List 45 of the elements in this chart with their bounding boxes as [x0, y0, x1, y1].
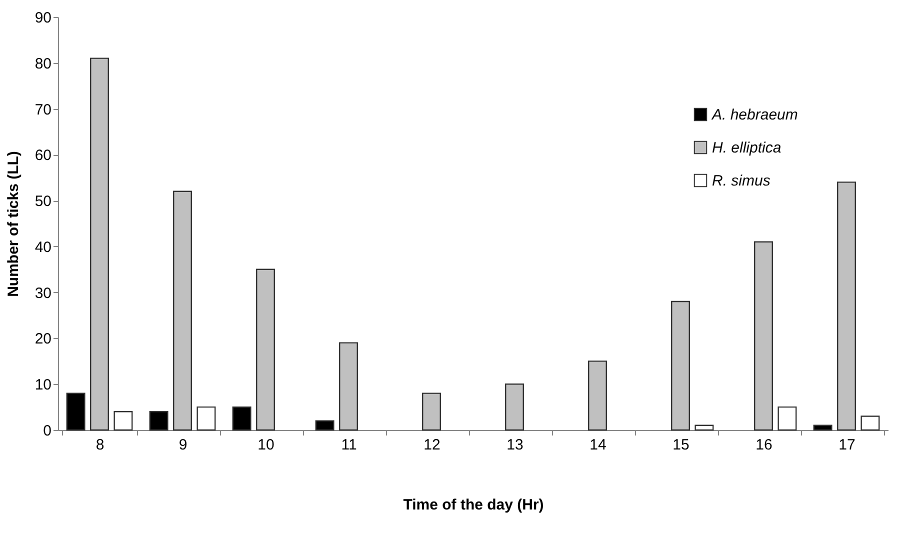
x-axis-title: Time of the day (Hr) [403, 496, 544, 514]
x-tick-label: 8 [96, 436, 104, 454]
bar [778, 406, 797, 431]
y-tick-label: 80 [34, 55, 52, 72]
legend-label: H. elliptica [712, 140, 782, 156]
y-axis-title: Number of ticks (LL) [4, 151, 22, 297]
x-tick-label: 9 [178, 436, 188, 454]
bar [860, 416, 880, 431]
x-tick-label: 14 [590, 436, 606, 454]
legend-label: A. hebraeum [711, 106, 798, 124]
y-tick-label: 10 [34, 376, 52, 394]
y-tick-label: 90 [34, 10, 52, 26]
x-tick-label: 13 [506, 436, 524, 454]
bar [694, 424, 714, 431]
bar [837, 182, 856, 431]
bar [232, 406, 252, 431]
x-tick-label: 16 [756, 436, 772, 454]
bar [754, 241, 773, 431]
bar [66, 392, 86, 431]
bar [813, 424, 832, 431]
x-tick-label: 15 [672, 436, 690, 454]
bar [422, 392, 441, 431]
bar [671, 300, 690, 431]
bar [196, 406, 216, 431]
bar [173, 190, 192, 431]
y-tick-label: 20 [34, 330, 52, 348]
y-tick-label: 0 [43, 422, 52, 440]
bar [339, 342, 358, 431]
y-tick-label: 70 [34, 101, 52, 118]
y-tick-label: 30 [34, 284, 52, 302]
bar [588, 360, 607, 431]
bar [505, 384, 524, 431]
x-tick-label: 12 [424, 436, 440, 454]
y-tick-label: 60 [34, 147, 52, 164]
y-tick-label: 40 [34, 238, 52, 256]
bar [256, 268, 275, 431]
bar [90, 58, 109, 431]
x-tick-label: 10 [258, 436, 274, 454]
y-tick-label: 50 [34, 193, 52, 210]
legend-label: R. simus [712, 172, 771, 190]
x-tick-label: 11 [341, 436, 357, 454]
bar [315, 420, 334, 431]
bar [149, 411, 168, 431]
bar [114, 411, 133, 431]
x-tick-label: 17 [838, 436, 856, 454]
